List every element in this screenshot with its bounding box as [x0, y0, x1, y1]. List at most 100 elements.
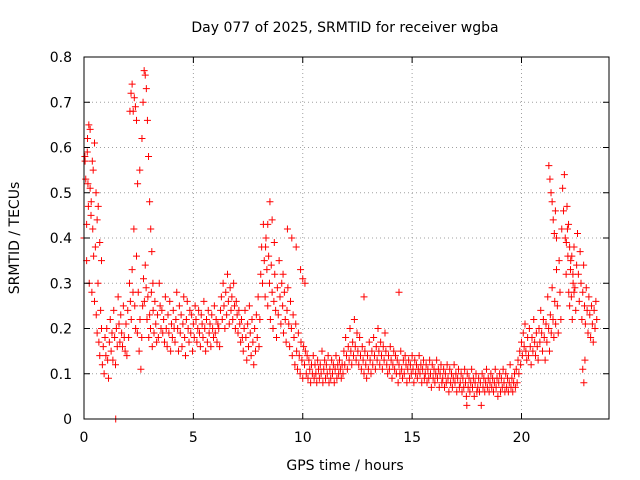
- data-point: [520, 343, 528, 351]
- data-point: [232, 297, 240, 305]
- data-point: [343, 352, 350, 360]
- data-point: [145, 334, 153, 342]
- data-point: [313, 379, 321, 387]
- data-point: [190, 334, 198, 342]
- data-point: [582, 284, 590, 292]
- data-point: [401, 352, 409, 360]
- data-point: [204, 306, 212, 314]
- data-point: [294, 329, 302, 337]
- data-point: [132, 325, 140, 332]
- data-point: [175, 347, 182, 355]
- data-point: [506, 361, 514, 369]
- data-point: [81, 157, 89, 165]
- data-point: [534, 356, 542, 364]
- data-point: [364, 365, 372, 373]
- data-point: [441, 370, 449, 378]
- data-point: [336, 365, 344, 373]
- data-point: [133, 252, 140, 260]
- data-point: [257, 270, 265, 278]
- data-point: [530, 315, 538, 323]
- data-point: [214, 320, 222, 328]
- data-point: [550, 334, 558, 342]
- data-point: [358, 343, 366, 351]
- data-point: [126, 297, 134, 305]
- data-point: [121, 347, 129, 355]
- y-tick-label: 0.8: [50, 50, 72, 66]
- data-point: [344, 343, 352, 351]
- data-point: [389, 361, 397, 369]
- data-point: [302, 370, 310, 378]
- data-point: [94, 202, 102, 210]
- data-point: [209, 325, 217, 332]
- data-point: [547, 189, 555, 197]
- data-point: [155, 279, 163, 287]
- data-point: [265, 252, 273, 260]
- data-point: [144, 293, 152, 301]
- data-point: [579, 365, 587, 373]
- data-point: [254, 293, 262, 301]
- data-point: [215, 325, 223, 332]
- data-point: [91, 297, 98, 305]
- data-point: [210, 334, 217, 342]
- data-point: [427, 383, 435, 391]
- data-point: [127, 89, 135, 97]
- data-point: [546, 175, 554, 183]
- data-point: [231, 325, 239, 332]
- data-point: [583, 306, 591, 314]
- data-point: [275, 257, 283, 265]
- data-point: [252, 311, 260, 319]
- data-point: [350, 315, 358, 323]
- data-point: [287, 297, 294, 305]
- data-point: [314, 356, 322, 364]
- data-point: [574, 229, 581, 237]
- data-point: [546, 347, 553, 355]
- data-point: [305, 356, 313, 364]
- data-point: [168, 334, 176, 342]
- data-point: [519, 329, 527, 337]
- data-point: [88, 288, 96, 296]
- data-point: [130, 225, 138, 233]
- data-point: [148, 248, 156, 256]
- data-point: [217, 293, 225, 301]
- data-point: [292, 320, 300, 328]
- data-point: [557, 315, 565, 323]
- data-point: [516, 347, 524, 355]
- data-point: [145, 153, 153, 161]
- data-point: [394, 379, 402, 387]
- data-point: [368, 347, 376, 355]
- data-point: [499, 365, 507, 373]
- data-point: [317, 370, 325, 378]
- data-point: [392, 352, 399, 360]
- data-point: [359, 356, 367, 364]
- data-point: [116, 338, 124, 346]
- data-point: [137, 365, 145, 373]
- data-point: [580, 261, 588, 269]
- data-point: [304, 374, 312, 382]
- data-points: [80, 67, 601, 423]
- data-point: [128, 80, 136, 88]
- data-point: [357, 365, 365, 373]
- data-point: [514, 356, 522, 364]
- data-point: [370, 334, 378, 342]
- data-point: [200, 297, 208, 305]
- data-point: [235, 306, 243, 314]
- data-point: [195, 306, 203, 314]
- data-point: [188, 311, 196, 319]
- data-point: [563, 225, 571, 233]
- data-point: [247, 352, 255, 360]
- data-point: [550, 229, 558, 237]
- data-point: [166, 297, 174, 305]
- data-point: [462, 392, 470, 400]
- data-point: [90, 252, 98, 260]
- data-point: [239, 347, 247, 355]
- data-point: [149, 306, 157, 314]
- data-point: [365, 338, 373, 346]
- data-point: [586, 311, 594, 319]
- data-point: [569, 270, 577, 278]
- data-point: [117, 311, 125, 319]
- data-point: [545, 162, 553, 170]
- data-point: [300, 343, 308, 351]
- data-point: [138, 334, 146, 342]
- data-point: [243, 356, 251, 364]
- data-point: [229, 315, 237, 323]
